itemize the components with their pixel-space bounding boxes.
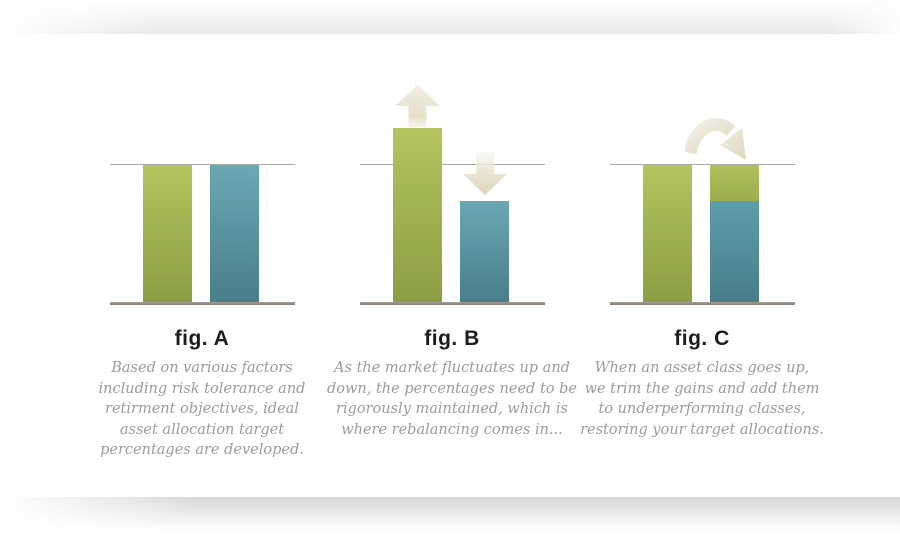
- figure-c-caption: When an asset class goes up, we trim the…: [577, 358, 827, 440]
- figure-a: fig. A Based on various factors includin…: [77, 85, 327, 461]
- caption-line: Based on various factors: [111, 360, 293, 376]
- figure-b-chart: [327, 85, 577, 305]
- curved-arrow-icon: [685, 117, 746, 160]
- up-arrow-icon: [395, 85, 440, 127]
- caption-line: asset allocation target: [119, 421, 285, 438]
- bottom-shadow: [0, 497, 900, 531]
- green-bar: [643, 165, 692, 302]
- baseline: [610, 302, 795, 305]
- caption-line: we trim the gains and add them: [584, 380, 820, 397]
- stacked-green-segment: [710, 165, 759, 201]
- target-line: [610, 164, 795, 165]
- caption-line: restoring your target allocations.: [580, 421, 824, 438]
- caption-line: including risk tolerance and: [98, 380, 306, 397]
- figure-b-label: fig. B: [424, 327, 480, 350]
- green-bar: [393, 128, 442, 302]
- blue-bar: [460, 200, 509, 302]
- top-shadow: [0, 0, 900, 34]
- down-arrow-icon: [463, 152, 507, 195]
- figure-c: fig. C When an asset class goes up, we t…: [577, 85, 827, 461]
- baseline: [110, 302, 295, 305]
- figure-a-caption: Based on various factors including risk …: [77, 358, 327, 461]
- baseline: [360, 302, 545, 305]
- figure-c-label: fig. C: [674, 327, 730, 350]
- figure-a-chart: [77, 85, 327, 305]
- caption-line: percentages are developed.: [100, 442, 304, 458]
- stacked-blue-segment: [710, 200, 759, 302]
- figure-b-caption: As the market fluctuates up and down, th…: [327, 358, 577, 440]
- caption-line: down, the percentages need to be: [327, 380, 577, 397]
- caption-line: As the market fluctuates up and: [334, 360, 570, 376]
- caption-line: where rebalancing comes in...: [341, 421, 563, 438]
- caption-line: to underperforming classes,: [598, 401, 806, 417]
- blue-bar: [210, 165, 259, 302]
- stacked-bar: [710, 165, 759, 302]
- green-bar: [143, 165, 192, 302]
- figure-c-chart: [577, 85, 827, 305]
- figure-b: fig. B As the market fluctuates up and d…: [327, 85, 577, 461]
- target-line: [360, 164, 545, 165]
- content-card: fig. A Based on various factors includin…: [0, 34, 900, 497]
- target-line: [110, 164, 295, 165]
- caption-line: rigorously maintained, which is: [336, 401, 568, 417]
- figure-a-label: fig. A: [174, 327, 230, 350]
- caption-line: When an asset class goes up,: [594, 360, 810, 376]
- caption-line: retirment objectives, ideal: [105, 401, 299, 417]
- figures-row: fig. A Based on various factors includin…: [77, 85, 827, 461]
